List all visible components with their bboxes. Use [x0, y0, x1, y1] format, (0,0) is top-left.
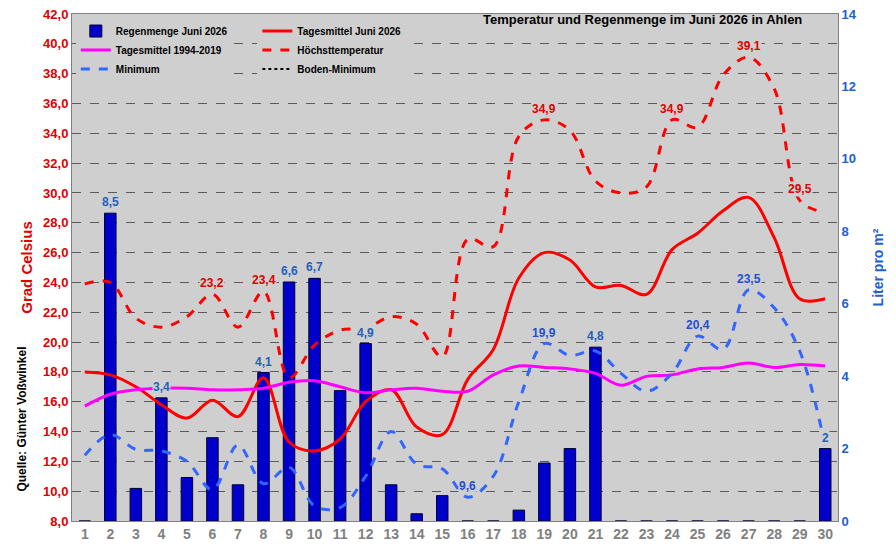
svg-text:13: 13 [383, 526, 399, 542]
svg-text:29: 29 [792, 526, 808, 542]
svg-text:20: 20 [562, 526, 578, 542]
svg-text:20,4: 20,4 [686, 318, 710, 332]
svg-text:2: 2 [822, 431, 829, 445]
svg-text:0: 0 [842, 514, 849, 529]
svg-text:12: 12 [358, 526, 374, 542]
svg-text:15: 15 [434, 526, 450, 542]
svg-text:30,0: 30,0 [43, 185, 68, 200]
svg-text:Quelle: Günter Voßwinkel: Quelle: Günter Voßwinkel [15, 346, 29, 491]
svg-text:1: 1 [81, 526, 89, 542]
svg-text:4: 4 [157, 526, 165, 542]
svg-text:4: 4 [842, 369, 850, 384]
svg-text:Regenmenge Juni 2026: Regenmenge Juni 2026 [116, 26, 228, 37]
svg-text:3: 3 [132, 526, 140, 542]
svg-text:Boden-Minimum: Boden-Minimum [297, 64, 375, 75]
svg-text:12: 12 [842, 79, 856, 94]
svg-text:6,6: 6,6 [281, 264, 298, 278]
svg-text:40,0: 40,0 [43, 36, 68, 51]
svg-text:Tagesmittel Juni 2026: Tagesmittel Juni 2026 [297, 26, 401, 37]
svg-text:29,5: 29,5 [788, 182, 812, 196]
svg-text:8: 8 [260, 526, 268, 542]
svg-text:2: 2 [106, 526, 114, 542]
svg-text:Grad Celsius: Grad Celsius [18, 221, 35, 314]
svg-text:6: 6 [842, 296, 849, 311]
svg-text:8: 8 [842, 224, 849, 239]
svg-text:38,0: 38,0 [43, 66, 68, 81]
svg-text:2: 2 [842, 441, 849, 456]
svg-text:6,7: 6,7 [306, 260, 323, 274]
svg-text:26: 26 [715, 526, 731, 542]
svg-text:3,4: 3,4 [153, 380, 170, 394]
svg-text:10: 10 [307, 526, 323, 542]
svg-text:34,9: 34,9 [660, 102, 684, 116]
svg-text:34,0: 34,0 [43, 126, 68, 141]
svg-text:9: 9 [285, 526, 293, 542]
svg-text:14: 14 [842, 7, 857, 22]
svg-text:11: 11 [333, 526, 348, 542]
svg-text:22: 22 [613, 526, 629, 542]
svg-text:24: 24 [664, 526, 680, 542]
svg-text:27: 27 [741, 526, 757, 542]
svg-text:10,0: 10,0 [43, 484, 68, 499]
svg-text:18: 18 [511, 526, 527, 542]
svg-text:9,6: 9,6 [459, 479, 476, 493]
svg-text:34,9: 34,9 [532, 102, 556, 116]
svg-text:18,0: 18,0 [43, 364, 68, 379]
svg-text:26,0: 26,0 [43, 245, 68, 260]
svg-text:Höchsttemperatur: Höchsttemperatur [297, 45, 383, 56]
svg-text:8,5: 8,5 [102, 195, 119, 209]
svg-text:16,0: 16,0 [43, 394, 68, 409]
svg-text:7: 7 [234, 526, 242, 542]
svg-text:4,1: 4,1 [255, 355, 272, 369]
svg-text:20,0: 20,0 [43, 335, 68, 350]
svg-text:4,8: 4,8 [587, 329, 604, 343]
svg-text:39,1: 39,1 [737, 39, 761, 53]
svg-text:23,2: 23,2 [200, 276, 224, 290]
svg-text:28: 28 [766, 526, 782, 542]
svg-text:14: 14 [409, 526, 425, 542]
svg-text:6: 6 [209, 526, 217, 542]
svg-text:36,0: 36,0 [43, 96, 68, 111]
svg-text:16: 16 [460, 526, 476, 542]
svg-text:21: 21 [588, 526, 604, 542]
svg-text:10: 10 [842, 151, 856, 166]
svg-text:4,9: 4,9 [357, 326, 374, 340]
svg-text:22,0: 22,0 [43, 305, 68, 320]
svg-text:23: 23 [639, 526, 655, 542]
svg-text:24,0: 24,0 [43, 275, 68, 290]
svg-text:8,0: 8,0 [50, 514, 68, 529]
svg-text:Liter pro m²: Liter pro m² [870, 228, 886, 306]
svg-text:14,0: 14,0 [43, 424, 68, 439]
svg-text:17: 17 [486, 526, 502, 542]
svg-text:30: 30 [817, 526, 833, 542]
svg-text:5: 5 [183, 526, 191, 542]
svg-text:Tagesmittel 1994-2019: Tagesmittel 1994-2019 [116, 45, 222, 56]
svg-text:42,0: 42,0 [43, 7, 68, 22]
svg-text:23,5: 23,5 [737, 272, 761, 286]
svg-text:Minimum: Minimum [116, 64, 160, 75]
svg-text:23,4: 23,4 [252, 273, 276, 287]
svg-text:19: 19 [537, 526, 553, 542]
svg-text:Temperatur und Regenmenge im J: Temperatur und Regenmenge im Juni 2026 i… [483, 12, 802, 27]
svg-text:12,0: 12,0 [43, 454, 68, 469]
svg-text:25: 25 [690, 526, 706, 542]
svg-text:32,0: 32,0 [43, 156, 68, 171]
svg-text:19,9: 19,9 [532, 326, 556, 340]
svg-text:28,0: 28,0 [43, 215, 68, 230]
